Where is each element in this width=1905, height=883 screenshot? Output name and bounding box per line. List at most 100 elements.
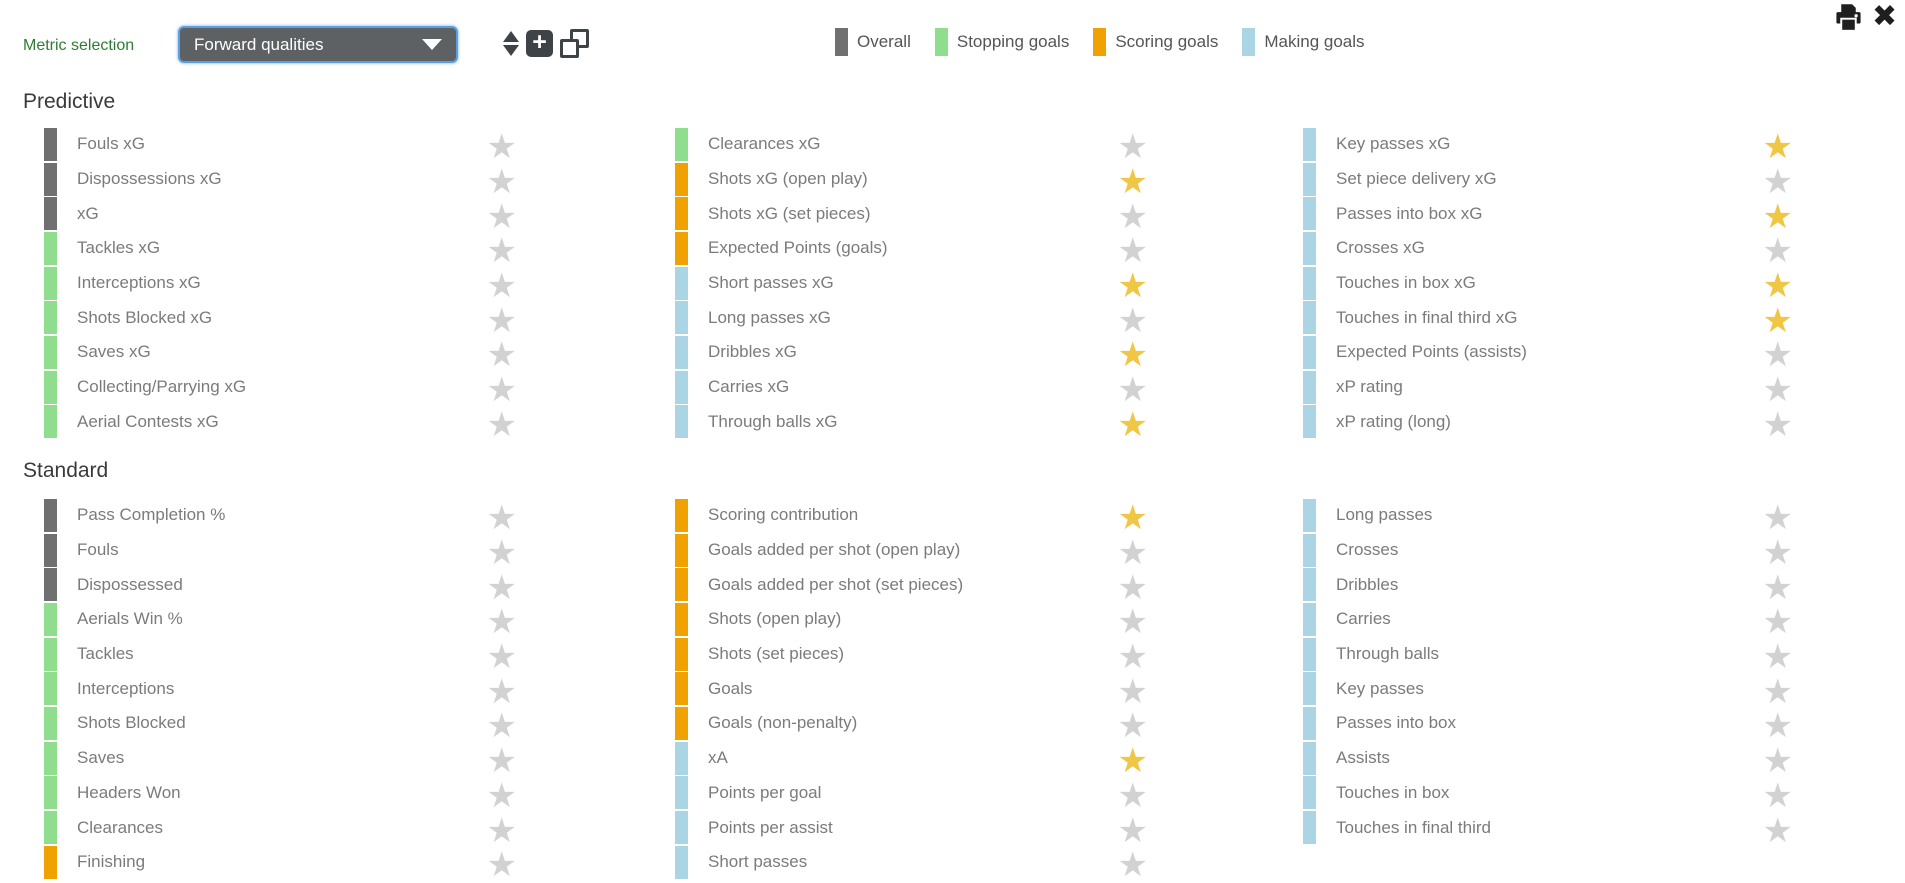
metric-row[interactable]: Interceptions xG ★ — [44, 266, 517, 306]
favorite-star-icon[interactable]: ★ — [1117, 267, 1148, 306]
metric-row[interactable]: Set piece delivery xG ★ — [1303, 162, 1793, 202]
metric-row[interactable]: Scoring contribution ★ — [675, 498, 1148, 538]
metric-row[interactable]: Key passes ★ — [1303, 671, 1793, 709]
favorite-star-icon[interactable]: ★ — [486, 846, 517, 883]
favorite-star-icon[interactable]: ★ — [1762, 568, 1793, 607]
favorite-star-icon[interactable]: ★ — [486, 776, 517, 815]
favorite-star-icon[interactable]: ★ — [1762, 301, 1793, 340]
favorite-star-icon[interactable]: ★ — [1117, 197, 1148, 236]
print-icon[interactable] — [1833, 3, 1864, 32]
metric-row[interactable]: Collecting/Parrying xG ★ — [44, 370, 517, 410]
favorite-star-icon[interactable]: ★ — [486, 232, 517, 271]
metric-row[interactable]: Expected Points (assists) ★ — [1303, 335, 1793, 372]
favorite-star-icon[interactable]: ★ — [486, 811, 517, 850]
favorite-star-icon[interactable]: ★ — [486, 371, 517, 410]
metric-row[interactable]: Fouls xG ★ — [44, 127, 517, 167]
favorite-star-icon[interactable]: ★ — [1117, 638, 1148, 677]
metric-row[interactable]: Assists ★ — [1303, 741, 1793, 781]
metric-row[interactable]: Interceptions ★ — [44, 671, 517, 711]
copy-preset-icon[interactable] — [560, 29, 589, 58]
favorite-star-icon[interactable]: ★ — [1762, 603, 1793, 642]
favorite-star-icon[interactable]: ★ — [486, 301, 517, 340]
metric-row[interactable]: Touches in box ★ — [1303, 776, 1793, 815]
favorite-star-icon[interactable]: ★ — [1117, 707, 1148, 746]
metric-row[interactable]: Key passes xG ★ — [1303, 127, 1793, 167]
favorite-star-icon[interactable]: ★ — [1117, 499, 1148, 538]
favorite-star-icon[interactable]: ★ — [486, 638, 517, 677]
metric-row[interactable]: Through balls xG ★ — [675, 405, 1148, 444]
favorite-star-icon[interactable]: ★ — [1117, 776, 1148, 815]
metric-row[interactable]: Long passes xG ★ — [675, 300, 1148, 340]
metric-row[interactable]: Headers Won ★ — [44, 776, 517, 815]
metric-row[interactable]: Carries xG ★ — [675, 370, 1148, 410]
favorite-star-icon[interactable]: ★ — [1117, 603, 1148, 642]
favorite-star-icon[interactable]: ★ — [486, 742, 517, 781]
favorite-star-icon[interactable]: ★ — [1762, 811, 1793, 850]
add-preset-icon[interactable]: + — [526, 30, 553, 57]
favorite-star-icon[interactable]: ★ — [1762, 163, 1793, 202]
metric-row[interactable]: xA ★ — [675, 741, 1148, 781]
metric-row[interactable]: Crosses ★ — [1303, 533, 1793, 573]
favorite-star-icon[interactable]: ★ — [486, 197, 517, 236]
favorite-star-icon[interactable]: ★ — [1762, 534, 1793, 573]
metric-row[interactable]: xP rating ★ — [1303, 370, 1793, 407]
favorite-star-icon[interactable]: ★ — [1117, 232, 1148, 271]
metric-row[interactable]: Shots xG (open play) ★ — [675, 162, 1148, 202]
close-icon[interactable]: ✖ — [1872, 0, 1898, 33]
favorite-star-icon[interactable]: ★ — [486, 336, 517, 375]
favorite-star-icon[interactable]: ★ — [1762, 742, 1793, 781]
favorite-star-icon[interactable]: ★ — [486, 568, 517, 607]
favorite-star-icon[interactable]: ★ — [486, 707, 517, 746]
metric-row[interactable]: Passes into box ★ — [1303, 706, 1793, 746]
metric-preset-dropdown[interactable]: Forward qualities — [178, 26, 458, 63]
metric-row[interactable]: Aerial Contests xG ★ — [44, 405, 517, 444]
favorite-star-icon[interactable]: ★ — [486, 128, 517, 167]
favorite-star-icon[interactable]: ★ — [1117, 301, 1148, 340]
metric-row[interactable]: Tackles ★ — [44, 637, 517, 677]
favorite-star-icon[interactable]: ★ — [1117, 742, 1148, 781]
metric-row[interactable]: Through balls ★ — [1303, 637, 1793, 674]
favorite-star-icon[interactable]: ★ — [1762, 776, 1793, 815]
favorite-star-icon[interactable]: ★ — [1762, 197, 1793, 236]
favorite-star-icon[interactable]: ★ — [486, 672, 517, 711]
metric-row[interactable]: Saves xG ★ — [44, 335, 517, 375]
metric-row[interactable]: xG ★ — [44, 196, 517, 236]
metric-row[interactable]: Dispossessions xG ★ — [44, 162, 517, 202]
favorite-star-icon[interactable]: ★ — [1762, 267, 1793, 306]
metric-row[interactable]: Saves ★ — [44, 741, 517, 781]
favorite-star-icon[interactable]: ★ — [1762, 707, 1793, 746]
metric-row[interactable]: Dribbles ★ — [1303, 567, 1793, 607]
favorite-star-icon[interactable]: ★ — [1762, 128, 1793, 167]
metric-row[interactable]: Touches in final third ★ — [1303, 810, 1793, 850]
metric-row[interactable]: Touches in final third xG ★ — [1303, 300, 1793, 340]
favorite-star-icon[interactable]: ★ — [486, 163, 517, 202]
favorite-star-icon[interactable]: ★ — [1762, 405, 1793, 444]
metric-row[interactable]: Crosses xG ★ — [1303, 231, 1793, 268]
favorite-star-icon[interactable]: ★ — [486, 405, 517, 444]
metric-row[interactable]: Long passes ★ — [1303, 498, 1793, 538]
favorite-star-icon[interactable]: ★ — [1117, 405, 1148, 444]
favorite-star-icon[interactable]: ★ — [1762, 499, 1793, 538]
metric-row[interactable]: xP rating (long) ★ — [1303, 405, 1793, 444]
favorite-star-icon[interactable]: ★ — [1117, 163, 1148, 202]
metric-row[interactable]: Points per assist ★ — [675, 810, 1148, 848]
metric-row[interactable]: Touches in box xG ★ — [1303, 266, 1793, 306]
favorite-star-icon[interactable]: ★ — [1117, 371, 1148, 410]
metric-row[interactable]: Shots (open play) ★ — [675, 602, 1148, 642]
favorite-star-icon[interactable]: ★ — [486, 267, 517, 306]
favorite-star-icon[interactable]: ★ — [1117, 336, 1148, 375]
favorite-star-icon[interactable]: ★ — [1117, 128, 1148, 167]
metric-row[interactable]: Clearances ★ — [44, 810, 517, 850]
sort-updown-icon[interactable] — [503, 31, 519, 56]
metric-row[interactable]: Clearances xG ★ — [675, 127, 1148, 167]
favorite-star-icon[interactable]: ★ — [1117, 672, 1148, 711]
metric-row[interactable]: Short passes xG ★ — [675, 266, 1148, 306]
favorite-star-icon[interactable]: ★ — [486, 499, 517, 538]
metric-row[interactable]: Goals (non-penalty) ★ — [675, 706, 1148, 746]
favorite-star-icon[interactable]: ★ — [1117, 846, 1148, 883]
metric-row[interactable]: Pass Completion % ★ — [44, 498, 517, 538]
metric-row[interactable]: Goals added per shot (open play) ★ — [675, 533, 1148, 570]
metric-row[interactable]: Passes into box xG ★ — [1303, 196, 1793, 236]
metric-row[interactable]: Shots Blocked xG ★ — [44, 300, 517, 340]
metric-row[interactable]: Goals added per shot (set pieces) ★ — [675, 567, 1148, 605]
